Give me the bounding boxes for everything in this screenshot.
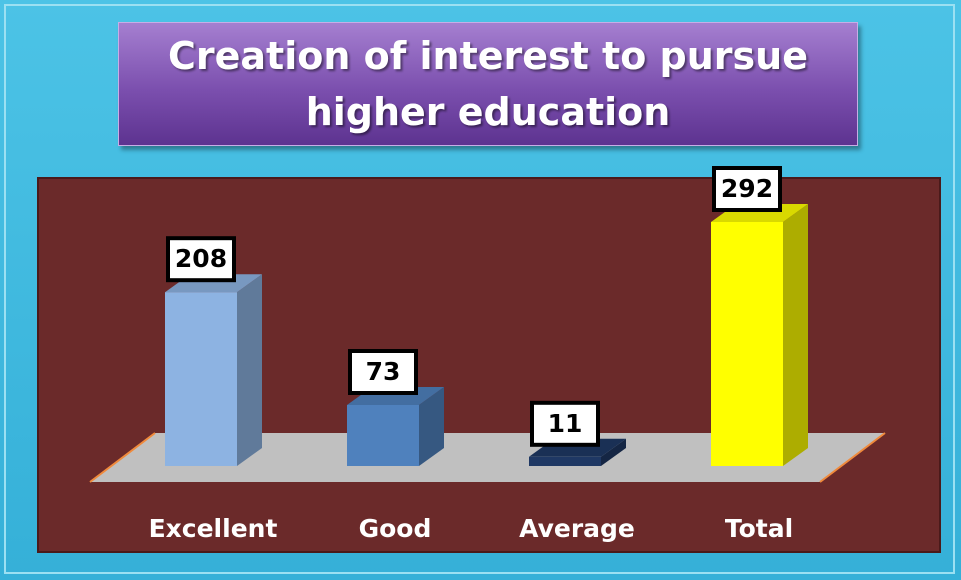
value-label-box <box>166 236 236 283</box>
value-label-box <box>348 349 418 395</box>
bar <box>165 292 237 466</box>
x-tick-label: Total <box>725 514 793 543</box>
value-label: 208 <box>175 244 227 273</box>
bar <box>529 456 601 466</box>
value-label: 11 <box>548 409 583 438</box>
value-label-box <box>712 166 782 212</box>
floor <box>90 433 885 482</box>
title-box: Creation of interest to pursue higher ed… <box>118 22 858 146</box>
value-label: 292 <box>721 174 773 203</box>
bar <box>347 405 419 466</box>
bar-side <box>601 438 626 466</box>
floor-edge <box>89 432 156 483</box>
floor-edge <box>819 432 886 483</box>
bar-side <box>419 387 444 466</box>
bar-side <box>783 204 808 466</box>
frame <box>4 4 955 574</box>
x-tick-label: Excellent <box>149 514 278 543</box>
bar <box>711 222 783 466</box>
bar-side <box>237 274 262 466</box>
value-label-box <box>530 400 600 447</box>
x-tick-label: Average <box>519 514 635 543</box>
x-tick-label: Good <box>359 514 432 543</box>
chart-title: Creation of interest to pursue higher ed… <box>168 34 808 134</box>
value-label: 73 <box>366 357 401 386</box>
